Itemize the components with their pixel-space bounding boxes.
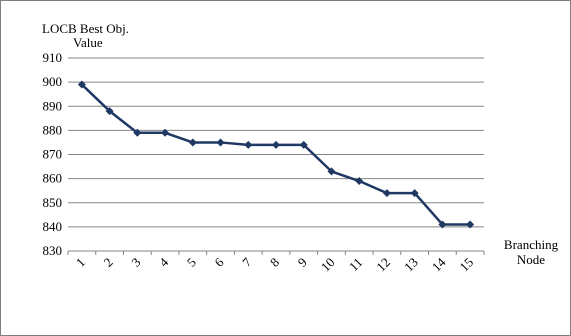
data-point-marker	[466, 220, 475, 229]
data-point-marker	[272, 140, 280, 149]
y-tick-label: 880	[43, 122, 63, 137]
y-axis-ticks: 830 840 850 860 870 880 890 900 910	[43, 50, 63, 258]
x-tick-label: 5	[184, 255, 199, 270]
data-point-marker	[382, 189, 391, 198]
y-tick-label: 840	[43, 219, 63, 234]
x-tick-label: 9	[295, 255, 310, 270]
data-point-marker	[105, 107, 114, 116]
x-tick-label: 14	[429, 254, 449, 274]
data-point-marker	[77, 80, 86, 89]
x-tick-label: 10	[318, 255, 338, 275]
data-point-marker	[161, 128, 170, 137]
data-point-marker	[410, 189, 419, 198]
y-tick-label: 910	[43, 50, 63, 65]
x-tick-label: 2	[101, 255, 116, 270]
y-tick-label: 870	[43, 147, 63, 162]
data-point-marker	[216, 138, 225, 147]
y-tick-label: 860	[43, 171, 63, 186]
x-axis-label-line-1: Branching	[504, 237, 559, 252]
data-point-marker	[188, 138, 197, 147]
x-tick-label: 8	[267, 255, 282, 270]
x-axis-label-line-2: Node	[517, 252, 545, 267]
x-tick-label: 12	[373, 255, 393, 275]
x-tick-label: 7	[239, 254, 255, 270]
x-tick-label: 4	[156, 254, 172, 270]
x-tick-label: 13	[401, 255, 421, 275]
y-tick-label: 900	[43, 74, 63, 89]
series-markers	[77, 80, 475, 229]
x-tick-label: 15	[456, 255, 476, 275]
x-tick-label: 1	[73, 255, 88, 270]
data-point-marker	[438, 220, 447, 229]
x-axis-ticks: 1 2 3 4 5 6 7 8 9 10 11 12 13 14 15	[67, 251, 485, 275]
y-tick-label: 850	[43, 195, 63, 210]
data-point-marker	[133, 128, 142, 137]
data-point-marker	[244, 140, 253, 149]
y-axis-label-line-1: LOCB Best Obj.	[42, 21, 129, 36]
y-tick-label: 830	[43, 243, 63, 258]
x-tick-label: 6	[211, 254, 227, 270]
x-tick-label: 11	[346, 255, 365, 274]
data-point-marker	[327, 167, 336, 176]
y-axis-label-line-2: Value	[73, 35, 103, 50]
data-point-marker	[355, 177, 364, 186]
x-tick-label: 3	[128, 255, 143, 270]
gridlines	[68, 57, 484, 252]
y-tick-label: 890	[43, 98, 63, 113]
data-point-marker	[299, 140, 308, 149]
